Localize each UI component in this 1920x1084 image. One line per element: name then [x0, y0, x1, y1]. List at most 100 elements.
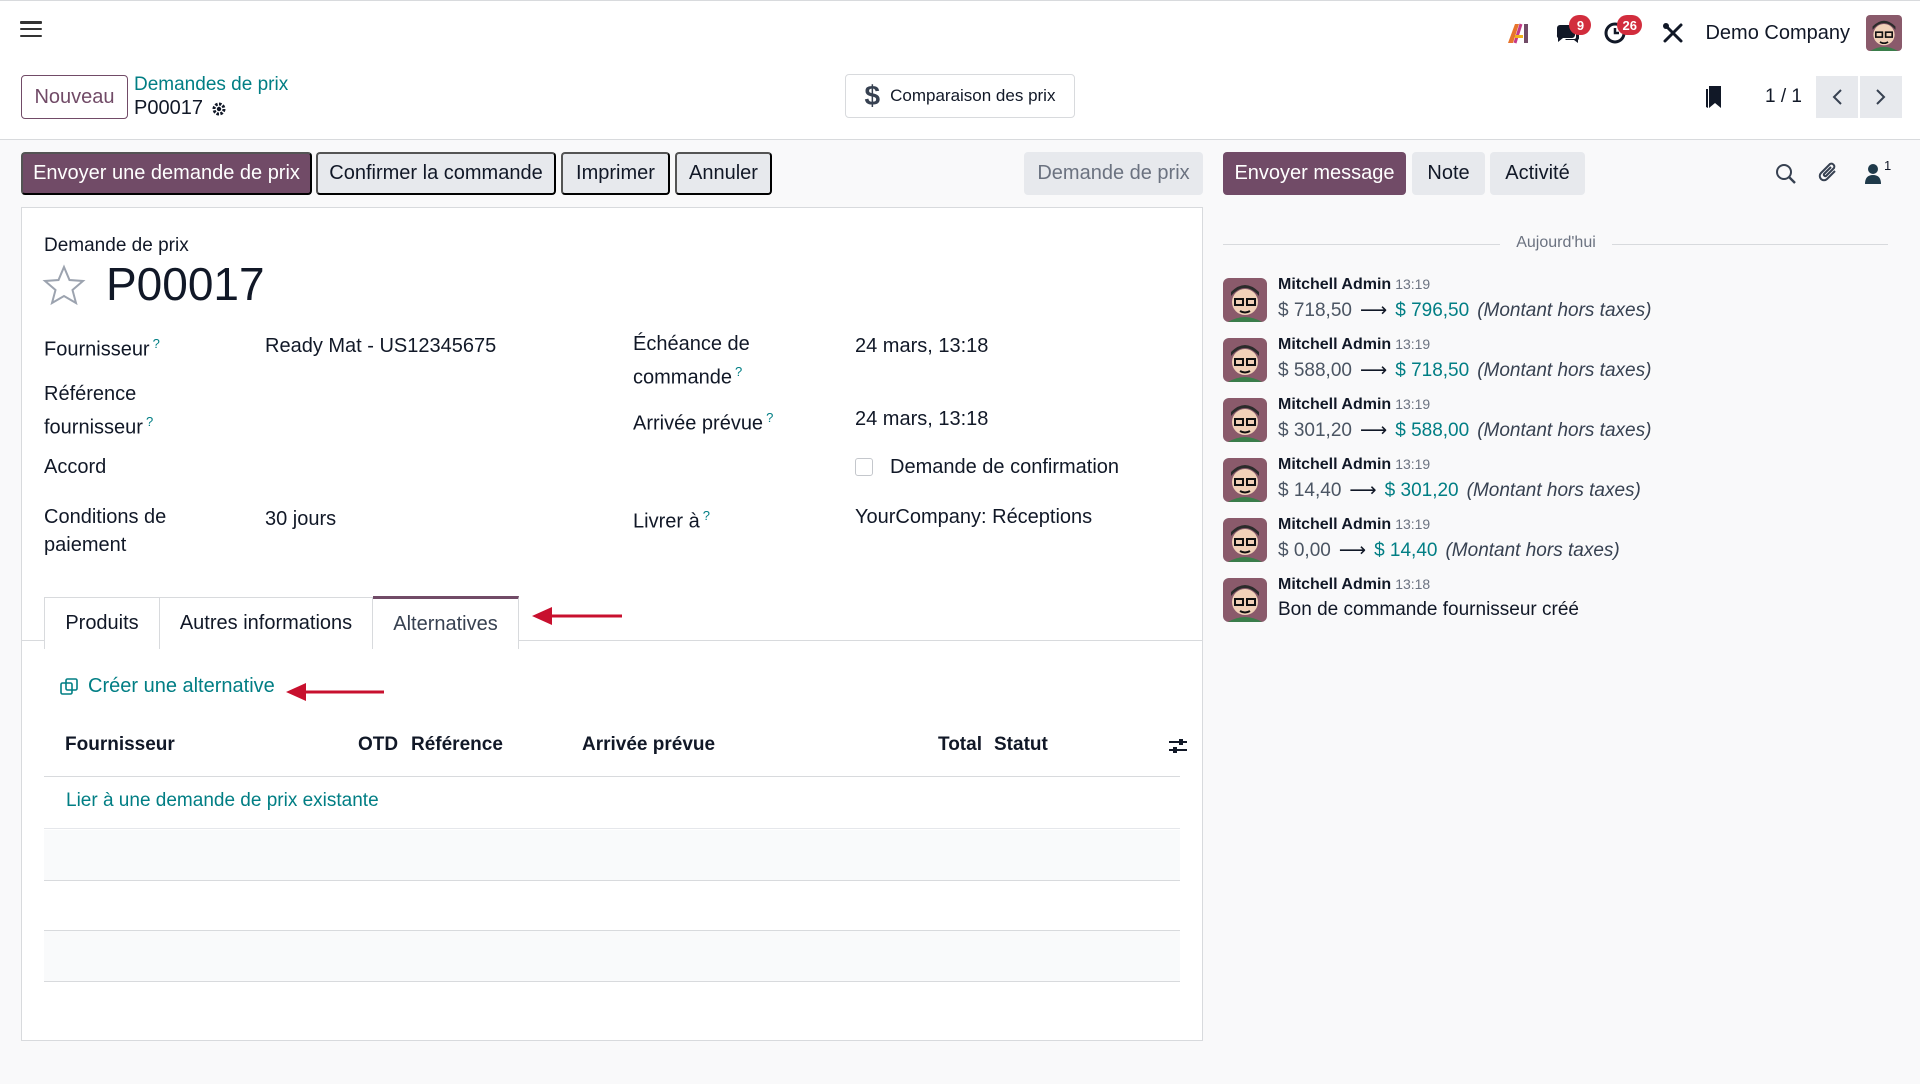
control-panel: Nouveau Demandes de prix P00017 $ Compar… — [0, 64, 1920, 140]
author-avatar[interactable] — [1223, 398, 1267, 442]
dollar-icon: $ — [864, 80, 881, 111]
table-row — [44, 881, 1180, 931]
order-deadline-field[interactable]: 24 mars, 13:18 — [855, 335, 989, 357]
new-value: $ 301,20 — [1384, 480, 1459, 501]
payment-terms-field[interactable]: 30 jours — [265, 508, 337, 530]
form-sheet: Demande de prix P00017 Fournisseur? Read… — [21, 207, 1203, 1041]
tracking-value: $ 0,00 ⟶ $ 14,40 (Montant hors taxes) — [1278, 539, 1620, 562]
breadcrumb-parent-link[interactable]: Demandes de prix — [134, 74, 289, 95]
star-icon[interactable] — [42, 264, 86, 306]
gear-icon[interactable] — [211, 101, 227, 117]
arrow-right-icon: ⟶ — [1338, 540, 1367, 561]
col-otd[interactable]: OTD — [358, 734, 399, 755]
pager-value[interactable]: 1 / 1 — [1765, 86, 1802, 107]
message-time: 13:19 — [1395, 456, 1431, 472]
agreement-label: Accord — [44, 456, 107, 478]
help-icon[interactable]: ? — [766, 410, 774, 425]
pager-next-button[interactable] — [1860, 76, 1902, 118]
author-name[interactable]: Mitchell Admin — [1278, 516, 1392, 533]
help-icon[interactable]: ? — [734, 364, 743, 379]
deliver-label-text: Livrer à — [633, 510, 700, 533]
col-reference[interactable]: Référence — [411, 734, 503, 755]
price-comparison-button[interactable]: $ Comparaison des prix — [845, 74, 1075, 118]
navbar-systray: 9 26 Demo Company — [1493, 11, 1902, 55]
vendor-ref-line1: Référence — [44, 383, 137, 405]
help-icon[interactable]: ? — [145, 414, 154, 429]
create-alternative-link[interactable]: Créer une alternative — [60, 675, 275, 698]
print-button[interactable]: Imprimer — [561, 152, 670, 195]
date-separator: Aujourd'hui — [1500, 234, 1612, 252]
author-avatar[interactable] — [1223, 578, 1267, 622]
arrow-right-icon: ⟶ — [1349, 480, 1377, 501]
expected-arrival-field[interactable]: 24 mars, 13:18 — [855, 408, 989, 430]
user-avatar[interactable] — [1866, 15, 1902, 51]
arrival-label-text: Arrivée prévue — [633, 412, 764, 435]
col-vendor[interactable]: Fournisseur — [65, 734, 175, 755]
tools-icon[interactable] — [1651, 11, 1695, 55]
vendor-field[interactable]: Ready Mat - US12345675 — [265, 335, 497, 357]
cancel-button[interactable]: Annuler — [675, 152, 772, 195]
ask-confirmation-checkbox[interactable] — [855, 458, 873, 476]
old-value: $ 14,40 — [1278, 480, 1342, 501]
tab-other-info[interactable]: Autres informations — [160, 597, 373, 649]
deadline-line1: Échéance de — [633, 333, 750, 355]
confirm-order-button[interactable]: Confirmer la commande — [316, 152, 556, 195]
help-icon[interactable]: ? — [152, 336, 160, 351]
tab-alternatives[interactable]: Alternatives — [373, 596, 519, 649]
ask-confirmation-label: Demande de confirmation — [890, 456, 1120, 478]
followers-icon[interactable] — [1864, 163, 1882, 185]
bookmark-icon[interactable] — [1703, 84, 1725, 110]
hamburger-menu-icon[interactable] — [20, 21, 42, 41]
messages-icon[interactable]: 9 — [1545, 11, 1592, 55]
new-value: $ 14,40 — [1374, 540, 1438, 561]
paperclip-icon[interactable] — [1818, 161, 1840, 185]
message-time: 13:18 — [1395, 576, 1431, 592]
ai-icon[interactable] — [1497, 11, 1541, 55]
col-status[interactable]: Statut — [994, 734, 1048, 755]
activities-clock-icon[interactable]: 26 — [1593, 11, 1642, 55]
tabs-divider — [22, 640, 1202, 641]
vendor-reference-field[interactable] — [265, 380, 595, 408]
message-author: Mitchell Admin 13:19 — [1278, 276, 1430, 294]
col-total[interactable]: Total — [938, 734, 982, 755]
author-name[interactable]: Mitchell Admin — [1278, 456, 1392, 473]
table-row — [44, 830, 1180, 881]
message-author: Mitchell Admin 13:19 — [1278, 516, 1430, 534]
author-avatar[interactable] — [1223, 458, 1267, 502]
author-name[interactable]: Mitchell Admin — [1278, 576, 1392, 593]
link-existing-rfq[interactable]: Lier à une demande de prix existante — [66, 790, 379, 811]
expected-arrival-label: Arrivée prévue? — [633, 404, 773, 438]
payment-line2: paiement — [44, 534, 127, 556]
company-switcher[interactable]: Demo Company — [1705, 21, 1850, 44]
author-name[interactable]: Mitchell Admin — [1278, 396, 1392, 413]
table-row-link: Lier à une demande de prix existante — [44, 778, 1180, 829]
col-expected-arrival[interactable]: Arrivée prévue — [582, 734, 716, 755]
old-value: $ 301,20 — [1278, 420, 1352, 441]
help-icon[interactable]: ? — [702, 508, 710, 523]
author-avatar[interactable] — [1223, 338, 1267, 382]
pager-previous-button[interactable] — [1816, 76, 1858, 118]
agreement-field[interactable] — [265, 453, 595, 481]
author-name[interactable]: Mitchell Admin — [1278, 276, 1392, 293]
author-avatar[interactable] — [1223, 518, 1267, 562]
document-name: P00017 — [106, 258, 265, 310]
search-icon[interactable] — [1775, 163, 1797, 185]
deadline-line2: commande — [633, 366, 732, 389]
deliver-to-field[interactable]: YourCompany: Réceptions — [855, 506, 1093, 528]
price-comparison-label: Comparaison des prix — [890, 86, 1056, 105]
optional-columns-icon[interactable] — [1168, 737, 1188, 755]
vendor-ref-line2: fournisseur — [44, 416, 143, 439]
new-value: $ 718,50 — [1395, 360, 1470, 381]
author-avatar[interactable] — [1223, 278, 1267, 322]
message-time: 13:19 — [1395, 396, 1431, 412]
send-message-button[interactable]: Envoyer message — [1223, 152, 1406, 195]
log-note-button[interactable]: Note — [1412, 152, 1485, 195]
activity-button[interactable]: Activité — [1490, 152, 1585, 195]
send-rfq-button[interactable]: Envoyer une demande de prix — [21, 152, 312, 195]
new-button[interactable]: Nouveau — [21, 75, 128, 119]
copy-icon — [60, 677, 78, 695]
tab-products[interactable]: Produits — [44, 597, 160, 649]
stage-rfq[interactable]: Demande de prix — [1024, 152, 1203, 195]
annotation-arrow-icon — [286, 683, 384, 701]
author-name[interactable]: Mitchell Admin — [1278, 336, 1392, 353]
